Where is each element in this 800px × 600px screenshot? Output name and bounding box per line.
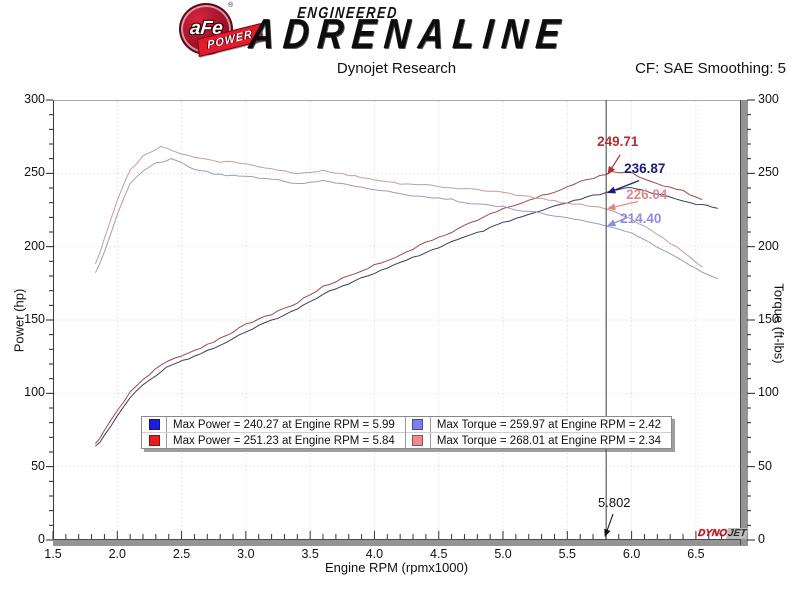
legend-swatch <box>148 419 160 430</box>
right-axis-tick-label: 250 <box>758 165 779 180</box>
cursor-value-label: 226.04 <box>626 187 668 203</box>
curve-power_baseline <box>95 186 718 447</box>
legend-item: Max Power = 240.27 at Engine RPM = 5.99 <box>142 417 405 432</box>
legend-column: Max Power = 240.27 at Engine RPM = 5.99 M… <box>142 417 405 448</box>
legend-text: Max Torque = 259.97 at Engine RPM = 2.42 <box>436 418 662 431</box>
legend-text: Max Torque = 268.01 at Engine RPM = 2.34 <box>436 434 662 447</box>
right-axis-tick-label: 0 <box>758 532 765 546</box>
legend-item: Max Power = 251.23 at Engine RPM = 5.84 <box>142 432 405 448</box>
cursor-value-label: 249.71 <box>597 133 639 149</box>
legend-swatch-cell <box>142 433 167 448</box>
x-axis-tick-label: 5.0 <box>494 547 512 561</box>
right-axis-tick-label: 200 <box>758 238 779 253</box>
right-axis-bar <box>740 100 748 545</box>
legend-swatch <box>412 419 424 430</box>
legend-column: Max Torque = 259.97 at Engine RPM = 2.42… <box>404 417 672 448</box>
smoothing-label: CF: SAE Smoothing: 5 <box>635 60 786 77</box>
curve-torque_baseline <box>94 158 719 280</box>
cursor-value-label: 236.87 <box>624 160 666 176</box>
registered-mark: ® <box>228 2 234 9</box>
x-axis-tick-label: 3.0 <box>237 547 255 561</box>
cursor-rpm-label: 5.802 <box>598 495 631 510</box>
left-axis-tick-label: 150 <box>24 312 45 326</box>
legend-swatch <box>148 435 160 446</box>
legend-swatch-cell <box>406 433 431 448</box>
left-axis-tick-label: 250 <box>24 165 45 180</box>
right-axis-tick-label: 150 <box>758 312 779 326</box>
curve-power_afe <box>95 170 703 444</box>
left-axis-tick-label: 300 <box>24 92 45 106</box>
x-axis-title: Engine RPM (rpmx1000) <box>324 560 469 575</box>
dynojet-logo-jet: JET <box>726 528 749 539</box>
left-axis-tick-label: 0 <box>38 532 45 546</box>
x-axis-tick-label: 6.0 <box>622 547 641 561</box>
legend-item: Max Torque = 259.97 at Engine RPM = 2.42 <box>406 417 671 432</box>
x-axis-bar <box>53 539 748 546</box>
x-axis-tick-label: 5.5 <box>558 547 576 561</box>
left-axis-tick-label: 50 <box>31 458 45 473</box>
left-axis-tick-label: 200 <box>24 238 45 253</box>
header-brand: aFe ® POWER ENGINEERED ADRENALINE <box>0 0 800 58</box>
cursor-value-label: 214.40 <box>620 210 662 226</box>
right-axis-tick-label: 300 <box>758 92 779 106</box>
x-axis-tick-label: 6.5 <box>687 547 705 561</box>
legend-text: Max Power = 240.27 at Engine RPM = 5.99 <box>173 418 395 431</box>
right-axis-tick-label: 50 <box>758 458 772 473</box>
legend-item: Max Torque = 268.01 at Engine RPM = 2.34 <box>405 432 672 448</box>
dynojet-logo-dyno: DYNO <box>697 528 728 539</box>
x-axis-tick-label: 1.5 <box>44 547 62 561</box>
x-axis-tick-label: 2.5 <box>172 547 191 561</box>
x-axis-tick-label: 4.0 <box>365 547 384 561</box>
legend-box: Max Power = 240.27 at Engine RPM = 5.99 M… <box>141 416 673 449</box>
curve-torque_afe <box>94 145 703 268</box>
legend-swatch-cell <box>142 417 167 432</box>
x-axis-tick-label: 4.5 <box>430 547 448 561</box>
right-axis-tick-label: 100 <box>758 385 779 400</box>
dynojet-logo: DYNOJET <box>697 528 749 539</box>
legend-swatch <box>412 435 424 446</box>
legend-swatch-cell <box>406 417 431 432</box>
x-axis-tick-label: 2.0 <box>108 547 126 561</box>
left-axis-tick-label: 100 <box>24 385 45 400</box>
x-axis-tick-label: 3.5 <box>301 547 319 561</box>
chart-title: Dynojet Research <box>336 60 457 77</box>
legend-text: Max Power = 251.23 at Engine RPM = 5.84 <box>173 434 395 447</box>
